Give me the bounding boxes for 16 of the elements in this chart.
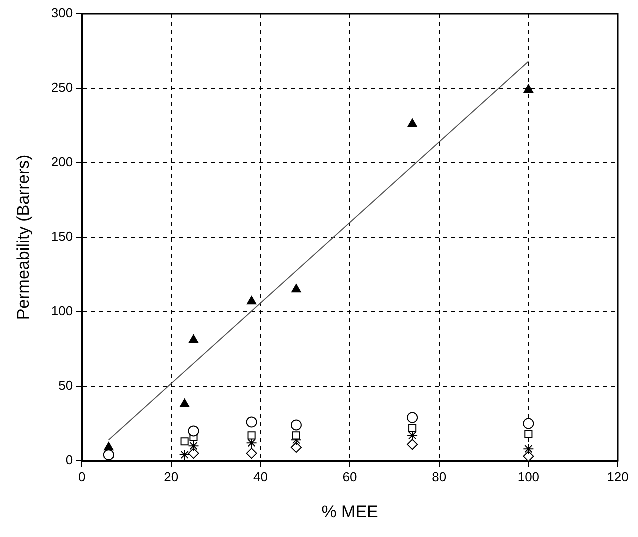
x-tick-label: 40 bbox=[253, 469, 268, 484]
y-tick-label: 0 bbox=[66, 452, 74, 468]
y-tick-label: 300 bbox=[51, 6, 74, 21]
x-tick-label: 80 bbox=[432, 469, 447, 484]
x-tick-label: 120 bbox=[607, 469, 629, 484]
y-axis-title: Permeability (Barrers) bbox=[14, 154, 33, 320]
y-tick-label: 250 bbox=[51, 80, 74, 96]
x-tick-label: 0 bbox=[78, 469, 86, 484]
y-tick-label: 50 bbox=[58, 378, 74, 394]
y-tick-label: 200 bbox=[51, 154, 74, 170]
x-tick-label: 100 bbox=[518, 469, 540, 484]
x-axis-title: % MEE bbox=[322, 502, 378, 522]
y-tick-label: 150 bbox=[51, 229, 74, 244]
x-tick-label: 20 bbox=[164, 469, 179, 484]
x-tick-label: 60 bbox=[342, 469, 358, 484]
y-tick-label: 100 bbox=[51, 304, 74, 319]
